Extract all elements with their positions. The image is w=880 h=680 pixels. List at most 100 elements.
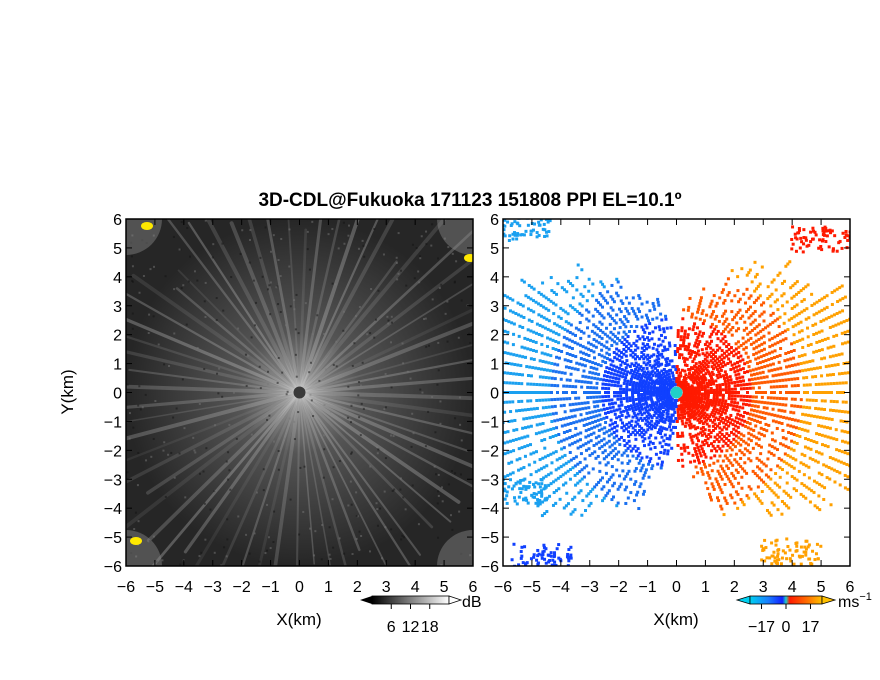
velocity-pixel bbox=[587, 347, 591, 351]
velocity-pixel bbox=[707, 473, 711, 477]
velocity-corner-echo bbox=[827, 245, 831, 249]
reflectivity-speckle bbox=[357, 247, 360, 250]
velocity-pixel bbox=[642, 337, 646, 341]
velocity-corner-echo bbox=[535, 235, 539, 239]
velocity-pixel bbox=[569, 409, 573, 413]
velocity-pixel bbox=[620, 413, 624, 417]
velocity-pixel bbox=[534, 470, 538, 474]
velocity-corner-echo bbox=[540, 492, 544, 496]
velocity-pixel bbox=[553, 377, 557, 381]
velocity-pixel bbox=[716, 337, 720, 341]
velocity-pixel bbox=[503, 430, 507, 434]
velocity-pixel bbox=[778, 385, 782, 389]
velocity-pixel bbox=[707, 353, 711, 357]
velocity-pixel bbox=[647, 381, 651, 385]
velocity-pixel bbox=[831, 324, 835, 328]
velocity-pixel bbox=[787, 378, 791, 382]
velocity-pixel bbox=[815, 331, 819, 335]
reflectivity-speckle bbox=[247, 354, 250, 357]
velocity-pixel bbox=[837, 353, 841, 357]
velocity-pixel bbox=[724, 388, 728, 392]
reflectivity-speckle bbox=[255, 301, 258, 304]
velocity-pixel bbox=[599, 303, 603, 307]
velocity-pixel bbox=[506, 351, 510, 355]
velocity-pixel bbox=[711, 352, 715, 356]
velocity-pixel bbox=[623, 488, 627, 492]
reflectivity-speckle bbox=[218, 367, 221, 370]
velocity-pixel bbox=[804, 437, 808, 441]
velocity-pixel bbox=[749, 322, 753, 326]
velocity-pixel bbox=[539, 292, 543, 296]
velocity-pixel bbox=[824, 416, 828, 420]
velocity-pixel bbox=[812, 490, 816, 494]
velocity-pixel bbox=[600, 354, 604, 358]
velocity-pixel bbox=[789, 455, 793, 459]
velocity-pixel bbox=[734, 391, 737, 394]
velocity-pixel bbox=[755, 409, 759, 413]
velocity-pixel bbox=[509, 439, 513, 443]
reflectivity-speckle bbox=[329, 410, 332, 413]
velocity-pixel bbox=[625, 391, 628, 394]
velocity-pixel bbox=[523, 346, 527, 350]
velocity-pixel bbox=[619, 400, 623, 404]
velocity-pixel bbox=[866, 323, 869, 326]
velocity-corner-echo bbox=[806, 545, 810, 549]
velocity-pixel bbox=[866, 391, 869, 394]
velocity-pixel bbox=[866, 402, 869, 405]
velocity-pixel bbox=[773, 319, 777, 323]
velocity-pixel bbox=[723, 327, 727, 331]
velocity-pixel bbox=[691, 453, 695, 457]
velocity-pixel bbox=[529, 399, 533, 403]
reflectivity-speckle bbox=[279, 275, 282, 278]
velocity-pixel bbox=[554, 468, 558, 472]
velocity-pixel bbox=[511, 298, 515, 302]
velocity-pixel bbox=[703, 353, 707, 357]
velocity-pixel bbox=[681, 317, 685, 321]
reflectivity-speckle bbox=[193, 270, 196, 273]
velocity-pixel bbox=[812, 313, 816, 317]
velocity-pixel bbox=[621, 421, 625, 425]
reflectivity-speckle bbox=[178, 452, 181, 455]
velocity-pixel bbox=[651, 302, 655, 306]
velocity-pixel bbox=[637, 384, 641, 388]
velocity-pixel bbox=[574, 396, 578, 400]
reflectivity-speckle bbox=[249, 229, 252, 232]
velocity-unit-exponent: −1 bbox=[859, 591, 872, 603]
velocity-corner-echo bbox=[522, 214, 525, 217]
velocity-pixel bbox=[631, 426, 635, 430]
velocity-corner-echo bbox=[499, 492, 502, 495]
radar-site-left bbox=[293, 386, 306, 399]
velocity-pixel bbox=[742, 387, 746, 391]
velocity-pixel bbox=[746, 449, 750, 453]
velocity-pixel bbox=[537, 468, 541, 472]
velocity-pixel bbox=[785, 300, 789, 304]
velocity-pixel bbox=[599, 280, 603, 284]
velocity-pixel bbox=[534, 331, 538, 335]
velocity-pixel bbox=[805, 405, 809, 409]
velocity-corner-echo bbox=[777, 558, 781, 562]
velocity-pixel bbox=[573, 414, 577, 418]
velocity-pixel bbox=[686, 348, 690, 352]
velocity-pixel bbox=[757, 338, 761, 342]
velocity-corner-echo bbox=[525, 498, 529, 502]
velocity-pixel bbox=[656, 462, 660, 466]
velocity-pixel bbox=[707, 428, 711, 432]
velocity-pixel bbox=[681, 422, 685, 426]
velocity-pixel bbox=[565, 384, 569, 388]
velocity-pixel bbox=[574, 391, 577, 394]
reflectivity-speckle bbox=[275, 286, 278, 289]
velocity-pixel bbox=[702, 368, 706, 372]
velocity-pixel bbox=[782, 415, 786, 419]
reflectivity-streak bbox=[205, 219, 302, 395]
velocity-pixel bbox=[552, 301, 556, 305]
velocity-pixel bbox=[682, 308, 686, 312]
velocity-pixel bbox=[640, 392, 644, 396]
reflectivity-speckle bbox=[193, 449, 196, 452]
velocity-corner-echo bbox=[520, 233, 524, 237]
velocity-pixel bbox=[534, 366, 538, 370]
velocity-pixel bbox=[817, 451, 821, 455]
velocity-pixel bbox=[717, 400, 721, 404]
velocity-pixel bbox=[755, 272, 759, 276]
velocity-pixel bbox=[714, 410, 718, 414]
velocity-pixel bbox=[708, 495, 712, 499]
